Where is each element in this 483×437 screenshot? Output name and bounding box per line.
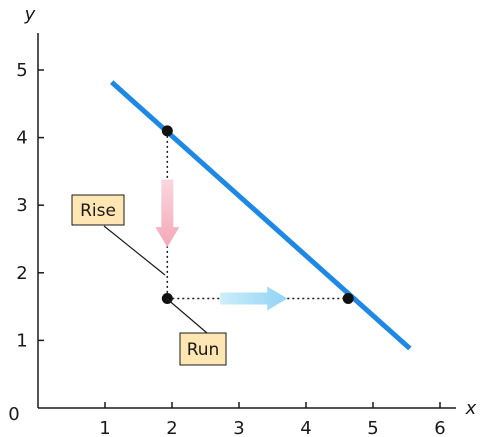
y-tick-label: 4 <box>16 128 27 149</box>
x-tick-label: 5 <box>367 418 378 437</box>
origin-label: 0 <box>8 404 19 425</box>
run-arrow-icon <box>220 286 288 311</box>
x-tick-label: 4 <box>300 418 311 437</box>
y-tick-label: 1 <box>16 330 27 351</box>
y-tick-label: 5 <box>16 60 27 81</box>
x-axis-label: x <box>465 398 477 419</box>
run-leader-line <box>165 297 208 334</box>
data-point-1 <box>161 125 173 137</box>
run-callout-label: Run <box>187 340 220 360</box>
x-ticks: 1 2 3 4 5 6 <box>99 402 446 437</box>
run-callout-box <box>179 332 227 366</box>
y-tick-label: 2 <box>16 263 27 284</box>
rise-callout-label: Rise <box>80 201 116 221</box>
x-tick-label: 2 <box>166 418 177 437</box>
y-tick-label: 3 <box>16 195 27 216</box>
points-layer <box>161 125 354 304</box>
y-axis-label: y <box>24 4 36 25</box>
x-tick-label: 6 <box>434 418 445 437</box>
y-ticks: 1 2 3 4 5 <box>16 60 44 351</box>
data-point-3 <box>342 292 354 304</box>
x-tick-label: 3 <box>233 418 244 437</box>
rise-leader-line <box>103 225 166 276</box>
rise-callout-box <box>71 194 125 226</box>
rise-arrow-icon <box>155 179 180 248</box>
x-tick-label: 1 <box>99 418 110 437</box>
series-line <box>110 80 412 351</box>
